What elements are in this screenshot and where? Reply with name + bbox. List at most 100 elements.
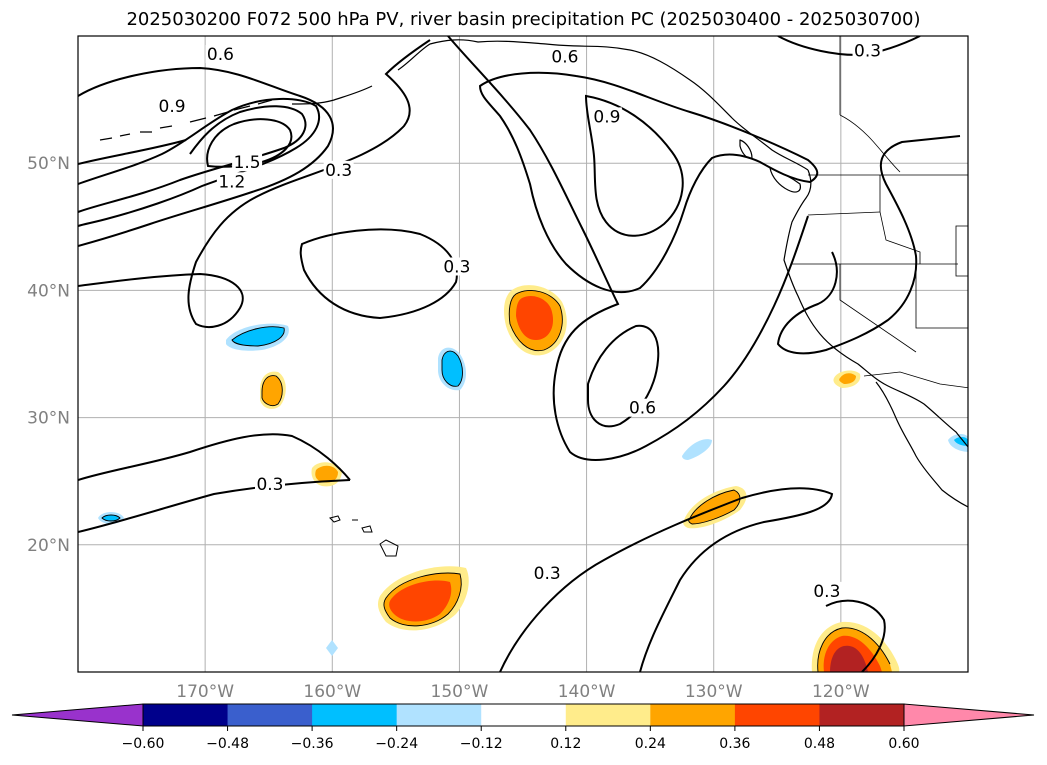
colorbar-under-extension — [11, 703, 144, 727]
contour-label-bg — [591, 107, 622, 126]
colorbar-tick-label: −0.24 — [375, 736, 418, 752]
contour-label-bg — [205, 45, 236, 64]
lat-tick-label: 40°N — [27, 281, 70, 301]
contour-pv-0.3-middle — [299, 228, 458, 320]
contour-label-bg — [323, 160, 354, 179]
contour-pv-0.3-se-corner — [825, 599, 886, 672]
contour-label-bg — [157, 97, 188, 116]
contour-label: 0.6 — [629, 399, 656, 419]
anomaly-negative-132w-28n — [682, 439, 712, 460]
contour-label: 0.6 — [207, 45, 234, 65]
lat-tick-label: 50°N — [27, 154, 70, 174]
colorbar-segment — [819, 704, 905, 726]
colorbar-tick-label: 0.36 — [719, 736, 750, 752]
coast-alaska-peninsula — [291, 85, 373, 105]
contour-label: 0.3 — [854, 41, 881, 61]
contour-label: 0.3 — [443, 258, 470, 278]
lon-tick-label: 120°W — [812, 682, 870, 702]
contour-label: 1.5 — [234, 153, 261, 173]
border-wa-or — [807, 211, 881, 216]
anomaly-positive-145w-38n — [504, 285, 567, 356]
contour-label: 0.3 — [325, 161, 352, 181]
contour-pv-0.3-large — [78, 39, 431, 328]
contour-pv-0.9-east — [584, 94, 684, 237]
map-panel: 0.6 0.9 1.51.2 0.3 0.3 0.6 0.9 0.3 0.6 0.3 0.3 0.3 — [77, 35, 969, 673]
colorbar-tick-label: 0.12 — [550, 736, 581, 752]
anomaly-outlines — [101, 290, 891, 672]
anomaly-negative-160w-12n — [326, 640, 338, 656]
contour-pv-0.6-middle — [447, 36, 809, 461]
colorbar-tick-label: −0.60 — [122, 736, 165, 752]
contour-label-bg — [254, 475, 285, 494]
lat-tick-label: 30°N — [27, 409, 70, 429]
contour-label-bg — [532, 564, 563, 583]
colorbar-tick-label: 0.48 — [804, 736, 835, 752]
anomaly-negative-111w-28n-core — [954, 437, 968, 446]
lon-tick-label: 150°W — [431, 682, 489, 702]
border-ca-nv — [839, 264, 917, 353]
anomaly-positive-161w-26n — [311, 462, 342, 487]
graticule — [78, 36, 968, 672]
contour-label-bg — [811, 581, 842, 600]
lon-tick-label: 160°W — [303, 682, 361, 702]
pv-contours — [78, 36, 961, 672]
coastlines — [99, 39, 968, 508]
contour-label-bg — [852, 41, 883, 60]
colorbar-segment — [227, 704, 313, 726]
lat-tick-label: 20°N — [27, 536, 70, 556]
hawaiian-islands — [329, 515, 399, 557]
coast-aleutians — [99, 99, 273, 141]
map-background — [78, 36, 968, 672]
colorbar-segment — [481, 704, 567, 726]
political-boundaries — [792, 36, 968, 389]
contour-label-bg — [232, 153, 263, 172]
border-mexico — [863, 371, 968, 389]
anomaly-positive-130w-23n — [683, 486, 747, 529]
contour-pv-0.3-south-lower — [78, 479, 351, 533]
colorbar-tick-label: −0.36 — [291, 736, 334, 752]
contour-pv-0.3-upper-right — [776, 135, 961, 355]
anomaly-positive-118w-33n — [833, 370, 861, 388]
colorbar-tick-label: 0.24 — [635, 736, 666, 752]
contour-pv-0.6 — [78, 66, 334, 247]
contour-pv-0.3-upper-left — [78, 139, 187, 165]
contour-label: 0.3 — [256, 475, 283, 495]
colorbar-tick-label: −0.48 — [206, 736, 249, 752]
contour-label: 0.9 — [593, 107, 620, 127]
contour-label-bg — [441, 257, 472, 276]
precip-anomaly-shading — [98, 285, 968, 672]
border-id — [879, 175, 921, 264]
contour-label-bg — [627, 398, 658, 417]
anomaly-positive-153w-15n — [378, 566, 469, 631]
colorbar-tick-label: −0.12 — [460, 736, 503, 752]
anomaly-positive-120w-10n — [811, 621, 900, 672]
contour-pv-1.2 — [78, 105, 307, 213]
contour-pv-0.6-east — [478, 71, 819, 294]
contour-pv-0.3-southeast — [499, 487, 834, 672]
colorbar-frame — [142, 703, 905, 727]
map-frame — [77, 35, 969, 673]
figure-title: 2025030200 F072 500 hPa PV, river basin … — [126, 9, 921, 30]
anomaly-negative-178w-22n-core — [102, 515, 120, 521]
colorbar-tick-label: 0.60 — [888, 736, 919, 752]
colorbar-segment — [565, 704, 651, 726]
colorbar-segment — [396, 704, 482, 726]
contour-pv-0.9 — [78, 98, 321, 227]
contour-label-bg — [549, 47, 580, 66]
contour-label-bg — [216, 172, 247, 191]
colorbar: −0.60 −0.48 −0.36 −0.24 −0.12 0.12 0.24 0.36 0.4… — [11, 703, 1035, 752]
contour-label: 1.2 — [218, 172, 245, 192]
colorbar-over-extension — [903, 703, 1035, 727]
lon-tick-label: 170°W — [176, 682, 234, 702]
colorbar-segment — [734, 704, 820, 726]
contour-pv-0.6-inner — [587, 324, 660, 428]
anomaly-positive-165w-32n — [260, 371, 286, 409]
anomaly-negative-165w-36n — [226, 323, 289, 351]
coast-alaska — [397, 39, 809, 171]
contour-label: 0.9 — [159, 97, 186, 117]
border-wy — [955, 225, 968, 277]
contour-labels: 0.6 0.9 1.51.2 0.3 0.3 0.6 0.9 0.3 0.6 0.3 0.3 0.3 — [157, 41, 883, 602]
contour-label: 0.6 — [551, 48, 578, 68]
lon-tick-label: 130°W — [685, 682, 743, 702]
